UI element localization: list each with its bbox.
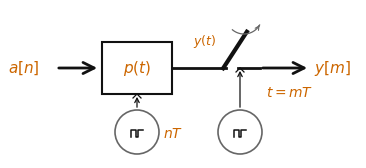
- Text: $a[n]$: $a[n]$: [8, 59, 40, 77]
- Bar: [102, 42, 172, 94]
- Text: $nT$: $nT$: [163, 127, 183, 141]
- Text: $y[m]$: $y[m]$: [314, 58, 351, 77]
- Text: $p(t)$: $p(t)$: [123, 58, 151, 77]
- Text: $y(t)$: $y(t)$: [193, 33, 216, 50]
- Text: $t = mT$: $t = mT$: [266, 86, 313, 100]
